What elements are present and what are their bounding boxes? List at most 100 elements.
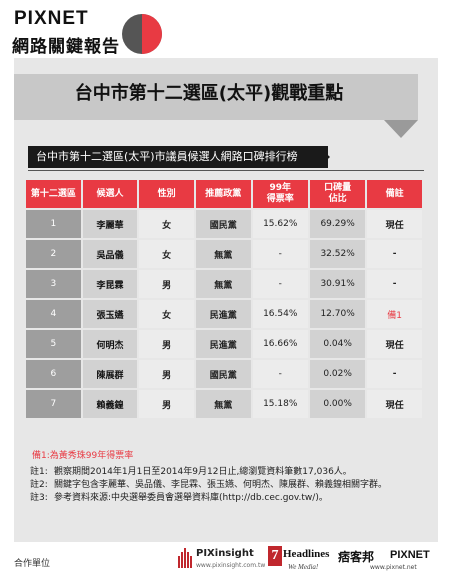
table-title: 台中市第十二選區(太平)市議員候選人網路口碑排行榜 <box>28 146 328 168</box>
party-cell: 民進黨 <box>195 330 251 358</box>
note-cell: - <box>367 360 422 388</box>
buzz-share-cell: 69.29% <box>309 210 366 238</box>
candidate-name-cell: 吳品儀 <box>82 240 138 268</box>
vote-99-cell: - <box>252 240 308 268</box>
gender-cell: 男 <box>139 360 194 388</box>
table-body: 1 李麗華女國民黨 15.62% 69.29% 現任 2 吳品儀女無黨 -32.52% -3 李昆… <box>26 210 422 418</box>
rank-cell: 4 <box>26 300 81 328</box>
candidate-name-cell: 李麗華 <box>82 210 138 238</box>
logo-report-subtitle: 網路關鍵報告 <box>12 37 120 57</box>
pie-logo-icon <box>122 14 162 54</box>
candidate-name-cell: 陳展群 <box>82 360 138 388</box>
footnote-text: 參考資料來源:中央選舉委員會選舉資料庫(http://db.cec.gov.tw… <box>54 493 328 503</box>
candidate-name-cell: 李昆霖 <box>82 270 138 298</box>
column-header: 口碑量 佔比 <box>309 180 366 208</box>
party-cell: 國民黨 <box>195 210 251 238</box>
logo-brand-name: PIXNET <box>14 8 89 29</box>
table-row: 6 陳展群男國民黨 -0.02% - <box>26 360 422 388</box>
note-cell: - <box>367 240 422 268</box>
headlines-name: Headlines <box>283 548 330 560</box>
buzz-share-cell: 0.04% <box>309 330 366 358</box>
pixnet-report-logo: PIXNET 網路關鍵報告 <box>12 8 212 58</box>
ranking-table: 第十二選區 候選人 性別 推薦政黨 99年 得票率 口碑量 佔比 備註 1 李麗華女國民黨 15.6… <box>24 178 424 420</box>
rank-cell: 1 <box>26 210 81 238</box>
table-title-underline <box>28 170 424 171</box>
table-row: 2 吳品儀女無黨 -32.52% - <box>26 240 422 268</box>
column-header: 99年 得票率 <box>252 180 308 208</box>
rank-cell: 5 <box>26 330 81 358</box>
rank-cell: 2 <box>26 240 81 268</box>
party-cell: 無黨 <box>195 240 251 268</box>
gender-cell: 男 <box>139 330 194 358</box>
buzz-share-cell: 0.00% <box>309 390 366 418</box>
table-row: 1 李麗華女國民黨 15.62% 69.29% 現任 <box>26 210 422 238</box>
party-cell: 國民黨 <box>195 360 251 388</box>
table-row: 3 李昆霖男無黨 -30.91% - <box>26 270 422 298</box>
pixnet-en-name: PIXNET <box>390 549 430 561</box>
table-header-row: 第十二選區 候選人 性別 推薦政黨 99年 得票率 口碑量 佔比 備註 <box>26 180 422 208</box>
note-cell: 備1 <box>367 300 422 328</box>
vote-99-cell: 15.18% <box>252 390 308 418</box>
footnote-item: 註2: 關鍵字包含李麗華、吳品儀、李昆霖、張玉嬿、何明杰、陳展群、賴義鍠相關字群。 <box>30 479 430 492</box>
column-header: 推薦政黨 <box>195 180 251 208</box>
vote-99-cell: 16.66% <box>252 330 308 358</box>
footnote-key: 註3: <box>30 493 48 503</box>
party-cell: 無黨 <box>195 390 251 418</box>
rank-cell: 6 <box>26 360 81 388</box>
partner-pixnet-logo: 痞客邦 PIXNET www.pixnet.net <box>338 546 438 574</box>
vote-99-cell: - <box>252 270 308 298</box>
table-title-notch <box>318 146 330 168</box>
candidate-name-cell: 賴義鍠 <box>82 390 138 418</box>
gender-cell: 女 <box>139 240 194 268</box>
buzz-share-cell: 30.91% <box>309 270 366 298</box>
note-cell: 現任 <box>367 330 422 358</box>
gender-cell: 女 <box>139 210 194 238</box>
gender-cell: 女 <box>139 300 194 328</box>
banner-fold-shape <box>384 74 418 138</box>
rank-cell: 3 <box>26 270 81 298</box>
note-cell: - <box>367 270 422 298</box>
gender-cell: 男 <box>139 390 194 418</box>
column-header: 備註 <box>367 180 422 208</box>
buzz-share-cell: 0.02% <box>309 360 366 388</box>
footnotes: 註1: 觀察期間2014年1月1日至2014年9月12日止,總瀏覽資料筆數17,0… <box>30 466 430 505</box>
table-row: 4 張玉嬿女民進黨 16.54% 12.70% 備1 <box>26 300 422 328</box>
headlines-tagline: We Media! <box>288 563 319 571</box>
headlines-mark: 7 <box>268 546 282 566</box>
pixnet-url: www.pixnet.net <box>370 564 417 571</box>
note-cell: 現任 <box>367 390 422 418</box>
pixinsight-name: PIXinsight <box>196 548 254 559</box>
footnote-key: 註1: <box>30 467 48 477</box>
column-header: 第十二選區 <box>26 180 81 208</box>
partner-pixinsight-logo: PIXinsight www.pixinsight.com.tw <box>178 546 266 574</box>
pixinsight-url: www.pixinsight.com.tw <box>196 562 266 569</box>
buzz-share-cell: 32.52% <box>309 240 366 268</box>
footnote-key: 註2: <box>30 480 48 490</box>
gender-cell: 男 <box>139 270 194 298</box>
pixnet-cn-name: 痞客邦 <box>338 550 375 564</box>
vote-99-cell: - <box>252 360 308 388</box>
candidate-name-cell: 何明杰 <box>82 330 138 358</box>
title-banner <box>14 74 418 120</box>
vote-99-cell: 16.54% <box>252 300 308 328</box>
party-cell: 無黨 <box>195 270 251 298</box>
remark-note: 備1:為黃秀珠99年得票率 <box>32 451 134 461</box>
table-row: 7 賴義鍠男無黨 15.18% 0.00% 現任 <box>26 390 422 418</box>
rank-cell: 7 <box>26 390 81 418</box>
footnote-item: 註1: 觀察期間2014年1月1日至2014年9月12日止,總瀏覽資料筆數17,0… <box>30 466 430 479</box>
party-cell: 民進黨 <box>195 300 251 328</box>
candidate-name-cell: 張玉嬿 <box>82 300 138 328</box>
chart-title: 台中市第十二選區(太平)觀戰重點 <box>74 83 344 104</box>
note-cell: 現任 <box>367 210 422 238</box>
footnote-item: 註3: 參考資料來源:中央選舉委員會選舉資料庫(http://db.cec.gov… <box>30 492 430 505</box>
column-header: 候選人 <box>82 180 138 208</box>
pixinsight-bars-icon <box>178 548 192 568</box>
footnote-text: 關鍵字包含李麗華、吳品儀、李昆霖、張玉嬿、何明杰、陳展群、賴義鍠相關字群。 <box>54 480 388 490</box>
footnote-text: 觀察期間2014年1月1日至2014年9月12日止,總瀏覽資料筆數17,036人… <box>54 467 352 477</box>
partners-label: 合作單位 <box>14 559 51 569</box>
vote-99-cell: 15.62% <box>252 210 308 238</box>
table-row: 5 何明杰男民進黨 16.66% 0.04% 現任 <box>26 330 422 358</box>
buzz-share-cell: 12.70% <box>309 300 366 328</box>
partner-headlines-logo: 7 Headlines We Media! <box>268 546 332 574</box>
column-header: 性別 <box>139 180 194 208</box>
